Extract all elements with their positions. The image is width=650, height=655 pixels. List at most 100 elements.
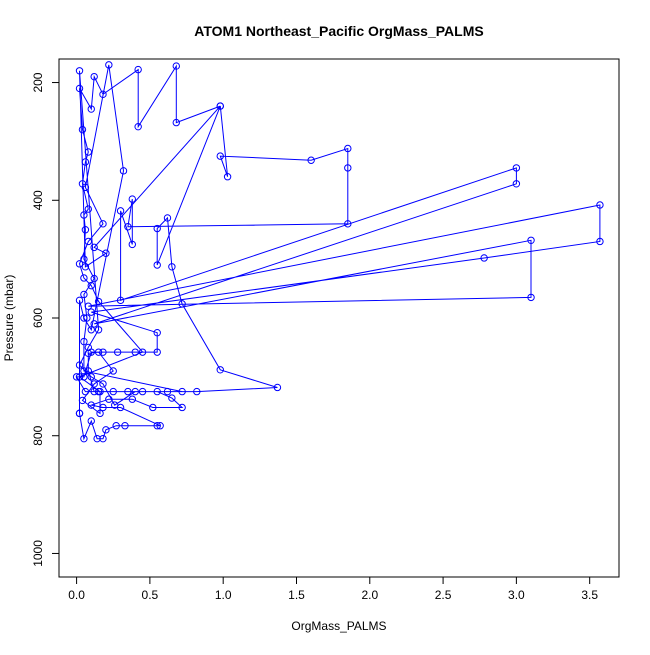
data-point	[128, 195, 136, 203]
y-axis-label: Pressure (mbar)	[2, 275, 16, 362]
data-point	[72, 373, 81, 381]
data-point	[124, 223, 132, 231]
data-point	[80, 290, 88, 299]
data-point	[75, 361, 84, 369]
x-tick-label: 0.0	[68, 588, 85, 602]
data-point	[109, 367, 117, 375]
data-point	[172, 62, 180, 70]
y-axis: 200 400 600 800 1000	[31, 72, 59, 567]
series-layer	[72, 61, 604, 443]
data-point	[81, 387, 90, 396]
x-tick-label: 0.5	[142, 588, 159, 602]
data-point	[81, 263, 90, 271]
data-point	[84, 237, 93, 246]
data-point	[344, 144, 352, 153]
data-point	[87, 417, 95, 425]
data-point	[216, 366, 224, 374]
data-point	[84, 205, 93, 213]
data-point	[99, 220, 107, 228]
data-point	[153, 224, 161, 233]
data-point	[512, 164, 521, 172]
data-point	[75, 84, 84, 93]
data-point	[153, 329, 161, 337]
data-point	[96, 387, 104, 396]
data-point	[168, 394, 176, 402]
data-point	[87, 373, 95, 381]
series-line	[75, 64, 601, 441]
data-point	[99, 403, 107, 412]
data-point	[172, 118, 180, 127]
data-point	[163, 387, 172, 396]
data-point	[99, 348, 107, 356]
data-point	[124, 387, 132, 396]
data-point	[80, 274, 88, 282]
x-tick-label: 3.5	[581, 588, 598, 602]
data-point	[131, 387, 139, 396]
y-tick-label: 800	[31, 425, 45, 445]
data-point	[112, 422, 120, 430]
data-point	[99, 380, 107, 388]
data-point	[78, 396, 87, 405]
data-point	[87, 401, 95, 409]
data-point	[138, 348, 147, 356]
data-point	[90, 274, 98, 283]
data-point	[512, 180, 521, 188]
data-point	[596, 201, 604, 209]
data-point	[116, 207, 125, 215]
data-point	[223, 173, 232, 181]
data-point	[90, 380, 98, 388]
x-tick-label: 2.0	[361, 588, 378, 602]
data-point	[80, 434, 88, 443]
data-point	[75, 373, 84, 381]
data-point	[138, 387, 147, 396]
data-point	[163, 214, 172, 222]
data-point	[131, 348, 139, 356]
data-point	[113, 348, 122, 356]
data-point	[109, 387, 117, 396]
x-tick-label: 2.5	[435, 588, 452, 602]
data-point	[596, 237, 604, 246]
data-point	[216, 102, 224, 110]
data-point	[527, 236, 535, 245]
data-point	[80, 367, 88, 375]
data-point	[99, 90, 107, 99]
data-point	[81, 183, 90, 192]
data-point	[96, 409, 104, 418]
x-axis: 0.0 0.5 1.0 1.5 2.0 2.5 3.0 3.5	[68, 577, 598, 602]
data-point	[94, 326, 103, 334]
data-point	[81, 226, 90, 234]
data-point	[87, 308, 95, 316]
data-point	[128, 240, 136, 249]
data-point	[178, 387, 186, 396]
data-point	[84, 349, 93, 358]
data-point	[94, 297, 103, 306]
data-point	[84, 343, 93, 352]
data-point	[80, 255, 88, 263]
x-tick-label: 1.0	[215, 588, 232, 602]
data-point	[78, 125, 87, 134]
data-point	[93, 434, 101, 443]
data-point	[87, 326, 95, 334]
data-point	[102, 249, 110, 257]
data-point	[83, 314, 91, 322]
data-point	[480, 254, 488, 262]
data-point	[90, 387, 98, 396]
data-point	[90, 243, 98, 252]
data-point	[134, 122, 142, 131]
data-point	[307, 156, 315, 164]
data-point	[75, 260, 84, 268]
data-point	[105, 395, 113, 403]
data-point	[84, 148, 93, 156]
data-point	[80, 211, 88, 219]
chart-title: ATOM1 Northeast_Pacific OrgMass_PALMS	[194, 23, 483, 39]
data-point	[156, 422, 164, 430]
data-point	[178, 403, 186, 412]
x-tick-label: 3.0	[508, 588, 525, 602]
data-point	[527, 293, 535, 302]
data-point	[153, 348, 161, 356]
data-point	[178, 300, 186, 308]
data-point	[84, 367, 93, 375]
